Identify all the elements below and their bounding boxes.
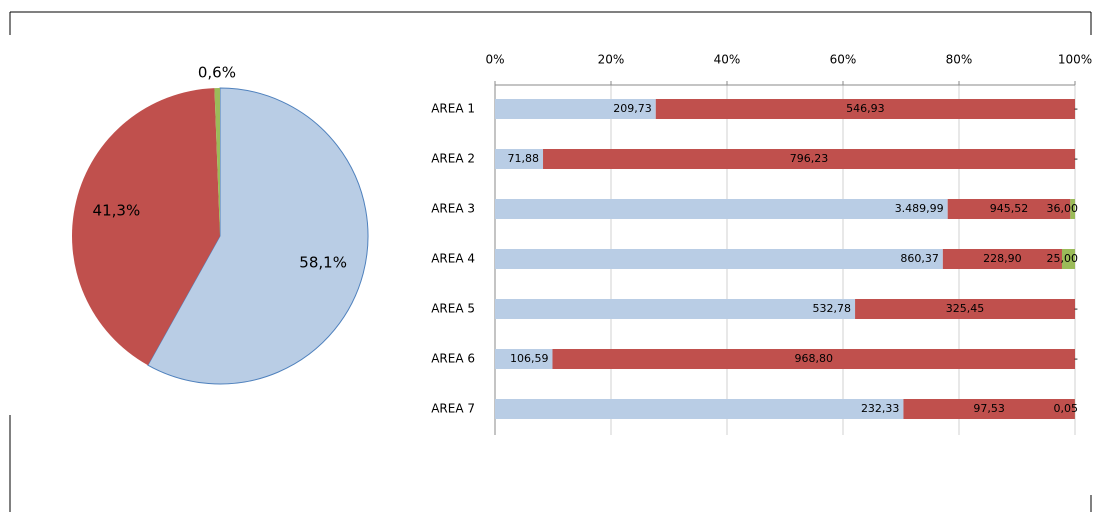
y-tick-label: AREA 5 xyxy=(431,302,475,316)
bar xyxy=(495,399,904,419)
bar xyxy=(855,299,1075,319)
x-tick-label: 40% xyxy=(714,53,741,67)
data-label: - xyxy=(1074,352,1078,365)
data-label: 860,37 xyxy=(900,252,939,265)
bar xyxy=(495,149,544,169)
data-label: - xyxy=(1074,152,1078,165)
data-label: 968,80 xyxy=(794,352,833,365)
pie-label: 0,6% xyxy=(198,64,236,82)
y-tick-label: AREA 2 xyxy=(431,152,475,166)
y-tick-label: AREA 6 xyxy=(431,352,475,366)
bar xyxy=(1070,199,1075,219)
data-label: 3.489,99 xyxy=(895,202,944,215)
pie-label: 41,3% xyxy=(93,202,141,220)
bar xyxy=(495,99,656,119)
data-label: 36,00 xyxy=(1047,202,1079,215)
x-tick-label: 100% xyxy=(1058,53,1092,67)
pie-slice xyxy=(214,88,220,236)
bar xyxy=(495,349,553,369)
data-label: 945,52 xyxy=(990,202,1029,215)
x-tick-label: 20% xyxy=(598,53,625,67)
bar xyxy=(543,149,1075,169)
data-label: 106,59 xyxy=(510,352,549,365)
x-tick-label: 80% xyxy=(946,53,973,67)
y-tick-label: AREA 7 xyxy=(431,402,475,416)
data-label: - xyxy=(1074,302,1078,315)
data-label: 71,88 xyxy=(508,152,540,165)
data-label: 97,53 xyxy=(973,402,1005,415)
data-label: 325,45 xyxy=(946,302,985,315)
bar xyxy=(495,299,856,319)
data-label: 25,00 xyxy=(1047,252,1079,265)
bar xyxy=(495,249,943,269)
data-label: 796,23 xyxy=(790,152,829,165)
x-tick-label: 0% xyxy=(485,53,504,67)
bar xyxy=(947,199,1071,219)
data-label: - xyxy=(1074,102,1078,115)
bar xyxy=(495,199,948,219)
bar xyxy=(1061,249,1075,269)
y-tick-label: AREA 1 xyxy=(431,102,475,116)
pie-label: 58,1% xyxy=(299,253,347,271)
data-label: 232,33 xyxy=(861,402,900,415)
x-tick-label: 60% xyxy=(830,53,857,67)
pie-slice xyxy=(71,88,220,366)
bar xyxy=(655,99,1075,119)
y-tick-label: AREA 4 xyxy=(431,252,475,266)
data-label: 209,73 xyxy=(613,102,652,115)
data-label: 532,78 xyxy=(813,302,852,315)
data-label: 228,90 xyxy=(983,252,1022,265)
bar xyxy=(903,399,1075,419)
bar xyxy=(942,249,1062,269)
data-label: 546,93 xyxy=(846,102,885,115)
data-label: 0,05 xyxy=(1054,402,1079,415)
y-tick-label: AREA 3 xyxy=(431,202,475,216)
frame xyxy=(9,11,1092,512)
bar xyxy=(552,349,1075,369)
pie-slice xyxy=(147,87,369,385)
